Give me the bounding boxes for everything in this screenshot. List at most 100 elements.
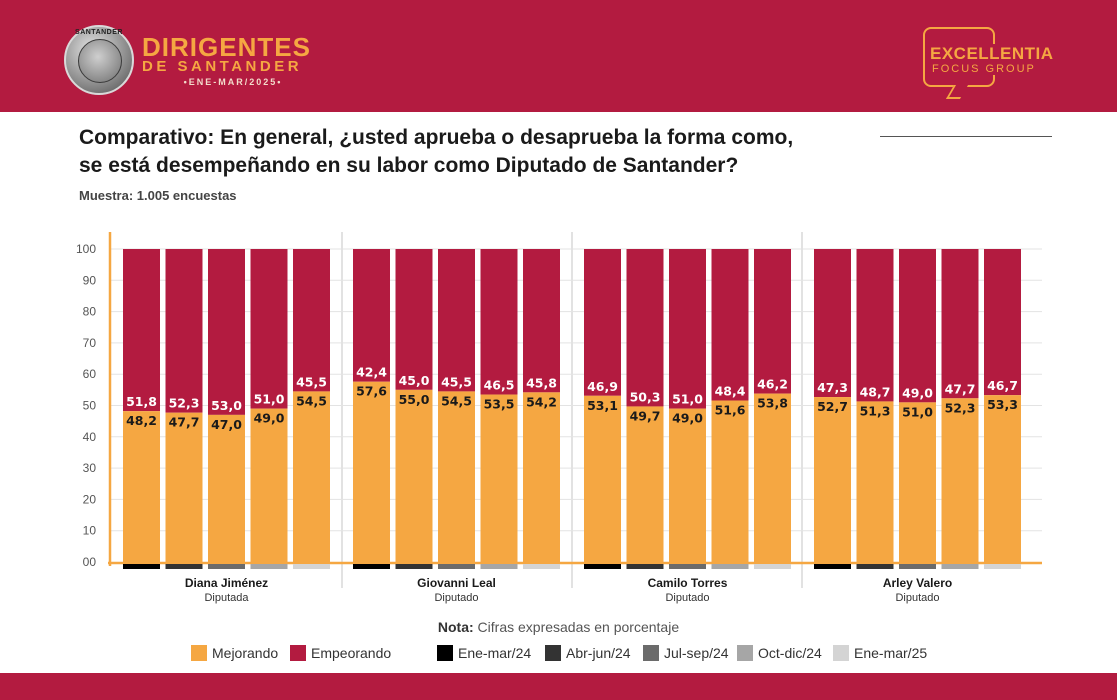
y-tick-label: 00 bbox=[83, 555, 97, 569]
bar-empeorando bbox=[669, 249, 706, 409]
bar-mejorando bbox=[669, 408, 706, 562]
period-marker bbox=[984, 564, 1021, 569]
data-label-mejorando: 53,5 bbox=[484, 397, 515, 412]
y-tick-label: 100 bbox=[76, 242, 96, 256]
data-label-mejorando: 55,0 bbox=[399, 392, 430, 407]
data-label-mejorando: 53,1 bbox=[587, 398, 618, 413]
y-tick-label: 60 bbox=[83, 367, 97, 381]
data-label-empeorando: 42,4 bbox=[356, 365, 387, 380]
legend-swatch-empeorando bbox=[290, 645, 306, 661]
legend-swatch-ene-mar-25 bbox=[833, 645, 849, 661]
legend-label-mejorando: Mejorando bbox=[212, 645, 279, 661]
bar-empeorando bbox=[293, 249, 330, 392]
bar-empeorando bbox=[584, 249, 621, 396]
y-tick-label: 50 bbox=[83, 399, 97, 413]
title-rule bbox=[880, 136, 1052, 137]
bar-empeorando bbox=[899, 249, 936, 403]
y-tick-label: 90 bbox=[83, 273, 97, 287]
data-label-empeorando: 45,0 bbox=[399, 373, 430, 388]
bar-mejorando bbox=[123, 411, 160, 562]
note: Nota: Cifras expresadas en porcentaje bbox=[0, 619, 1117, 635]
bar-mejorando bbox=[480, 394, 518, 562]
period-marker bbox=[293, 564, 330, 569]
legend-swatch-mejorando bbox=[191, 645, 207, 661]
seal-building-icon bbox=[78, 39, 122, 83]
bar-mejorando bbox=[984, 395, 1021, 562]
legend-swatch-abr-jun-24 bbox=[545, 645, 561, 661]
legend-label-jul-sep-24: Jul-sep/24 bbox=[664, 645, 729, 661]
bar-empeorando bbox=[711, 249, 749, 401]
data-label-empeorando: 45,5 bbox=[296, 374, 327, 389]
legend-label-empeorando: Empeorando bbox=[311, 645, 392, 661]
legend-item-oct-dic-24: Oct-dic/24 bbox=[737, 644, 822, 662]
data-label-mejorando: 49,0 bbox=[672, 411, 703, 426]
group-role: Diputado bbox=[895, 592, 939, 604]
period-marker bbox=[353, 564, 390, 569]
bar-empeorando bbox=[165, 249, 203, 413]
bar-mejorando bbox=[626, 406, 664, 562]
period-marker bbox=[165, 564, 203, 569]
bar-mejorando bbox=[856, 401, 894, 562]
data-label-empeorando: 47,7 bbox=[945, 381, 976, 396]
brand-period: •ENE-MAR/2025• bbox=[183, 77, 283, 87]
data-label-mejorando: 49,0 bbox=[254, 411, 285, 426]
title-line-2: se está desempeñando en su labor como Di… bbox=[79, 154, 739, 177]
page-title: Comparativo: En general, ¿usted aprueba … bbox=[79, 124, 929, 180]
company-subtitle: FOCUS GROUP bbox=[930, 63, 1038, 75]
bar-empeorando bbox=[123, 249, 160, 412]
bar-empeorando bbox=[438, 249, 475, 392]
y-tick-label: 70 bbox=[83, 336, 97, 350]
bar-mejorando bbox=[899, 402, 936, 562]
data-label-mejorando: 54,2 bbox=[526, 394, 557, 409]
data-label-mejorando: 53,3 bbox=[987, 397, 1018, 412]
bar-empeorando bbox=[480, 249, 518, 395]
bar-empeorando bbox=[523, 249, 560, 393]
legend-item-ene-mar-24: Ene-mar/24 bbox=[437, 644, 531, 662]
bar-mejorando bbox=[584, 395, 621, 562]
data-label-mejorando: 54,5 bbox=[441, 393, 472, 408]
data-label-empeorando: 51,0 bbox=[672, 392, 703, 407]
bar-mejorando bbox=[438, 391, 475, 562]
period-marker bbox=[250, 564, 288, 569]
legend-item-abr-jun-24: Abr-jun/24 bbox=[545, 644, 631, 662]
bar-empeorando bbox=[250, 249, 288, 409]
group-name: Camilo Torres bbox=[648, 576, 728, 590]
bar-empeorando bbox=[984, 249, 1021, 396]
period-marker bbox=[856, 564, 894, 569]
legend-label-ene-mar-24: Ene-mar/24 bbox=[458, 645, 532, 661]
data-label-empeorando: 47,3 bbox=[817, 380, 848, 395]
brand-title: DIRIGENTES bbox=[142, 32, 311, 62]
title-line-1: Comparativo: En general, ¿usted aprueba … bbox=[79, 126, 794, 149]
legend-swatch-jul-sep-24 bbox=[643, 645, 659, 661]
data-label-mejorando: 53,8 bbox=[757, 396, 788, 411]
data-label-empeorando: 45,5 bbox=[441, 374, 472, 389]
period-marker bbox=[584, 564, 621, 569]
bar-mejorando bbox=[941, 398, 979, 562]
bar-mejorando bbox=[814, 397, 851, 562]
y-tick-label: 40 bbox=[83, 430, 97, 444]
y-tick-label: 80 bbox=[83, 305, 97, 319]
santander-seal-icon: SANTANDER bbox=[64, 25, 134, 95]
bar-empeorando bbox=[353, 249, 390, 382]
y-tick-label: 20 bbox=[83, 492, 97, 506]
data-label-empeorando: 45,8 bbox=[526, 375, 557, 390]
legend-label-abr-jun-24: Abr-jun/24 bbox=[566, 645, 631, 661]
data-label-mejorando: 49,7 bbox=[630, 408, 661, 423]
y-tick-label: 10 bbox=[83, 524, 97, 538]
data-label-empeorando: 46,5 bbox=[484, 378, 515, 393]
bar-mejorando bbox=[523, 392, 560, 562]
period-marker bbox=[438, 564, 475, 569]
data-label-mejorando: 51,0 bbox=[902, 404, 933, 419]
data-label-mejorando: 52,3 bbox=[945, 400, 976, 415]
period-marker bbox=[523, 564, 560, 569]
period-marker bbox=[814, 564, 851, 569]
bar-mejorando bbox=[165, 412, 203, 562]
legend-label-ene-mar-25: Ene-mar/25 bbox=[854, 645, 928, 661]
sample-size: Muestra: 1.005 encuestas bbox=[79, 188, 237, 203]
stacked-bar-chart: 00 10 20 30 40 50 60 70 80 90 100 48,2 51,8 47,7 52,3 4… bbox=[76, 232, 1042, 604]
bar-empeorando bbox=[814, 249, 851, 398]
bar-mejorando bbox=[250, 408, 288, 562]
bar-mejorando bbox=[208, 414, 245, 562]
brand-subtitle: DE SANTANDER bbox=[142, 58, 303, 75]
legend-label-oct-dic-24: Oct-dic/24 bbox=[758, 645, 822, 661]
